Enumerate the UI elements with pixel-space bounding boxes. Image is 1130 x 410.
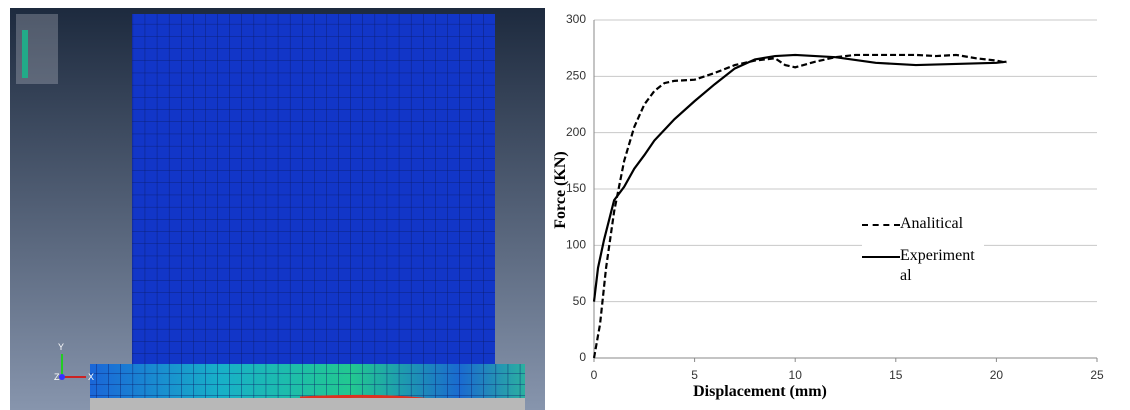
screen: Y X Z Displacement (mm) Force (KN) 05010…: [0, 0, 1130, 410]
series-line: [594, 55, 1006, 358]
x-axis-title: Displacement (mm): [693, 383, 827, 400]
y-tick-label: 0: [579, 350, 586, 364]
fe-viewport: Y X Z: [10, 8, 545, 410]
chart: Displacement (mm) Force (KN) 05010015020…: [552, 12, 1104, 400]
triad-label: Y: [58, 342, 64, 352]
contour-bar: [22, 30, 28, 78]
mesh-web: [132, 14, 495, 369]
mesh-flange-grid: [90, 364, 525, 398]
legend-label: Experiment al: [900, 246, 984, 286]
x-tick-label: 5: [691, 368, 698, 382]
triad-label: Z: [54, 372, 60, 382]
x-tick-label: 0: [591, 368, 598, 382]
x-tick-label: 20: [990, 368, 1004, 382]
legend: Analitical Experiment al: [862, 210, 984, 298]
y-tick-label: 50: [573, 294, 587, 308]
legend-swatch: [862, 256, 900, 258]
y-tick-label: 100: [566, 238, 586, 252]
legend-label: Analitical: [900, 214, 984, 234]
triad-label: X: [88, 372, 94, 382]
legend-swatch: [862, 224, 900, 226]
y-tick-label: 250: [566, 69, 586, 83]
page: Y X Z Displacement (mm) Force (KN) 05010…: [0, 0, 1130, 410]
y-tick-label: 150: [566, 181, 586, 195]
legend-entry: Experiment al: [862, 246, 984, 286]
x-tick-label: 15: [889, 368, 903, 382]
x-tick-label: 25: [1090, 368, 1104, 382]
y-tick-label: 200: [566, 125, 586, 139]
x-tick-label: 10: [789, 368, 803, 382]
y-tick-label: 300: [566, 12, 586, 26]
legend-entry: Analitical: [862, 214, 984, 234]
triad-z: [59, 374, 65, 380]
mesh-base: [90, 398, 525, 410]
